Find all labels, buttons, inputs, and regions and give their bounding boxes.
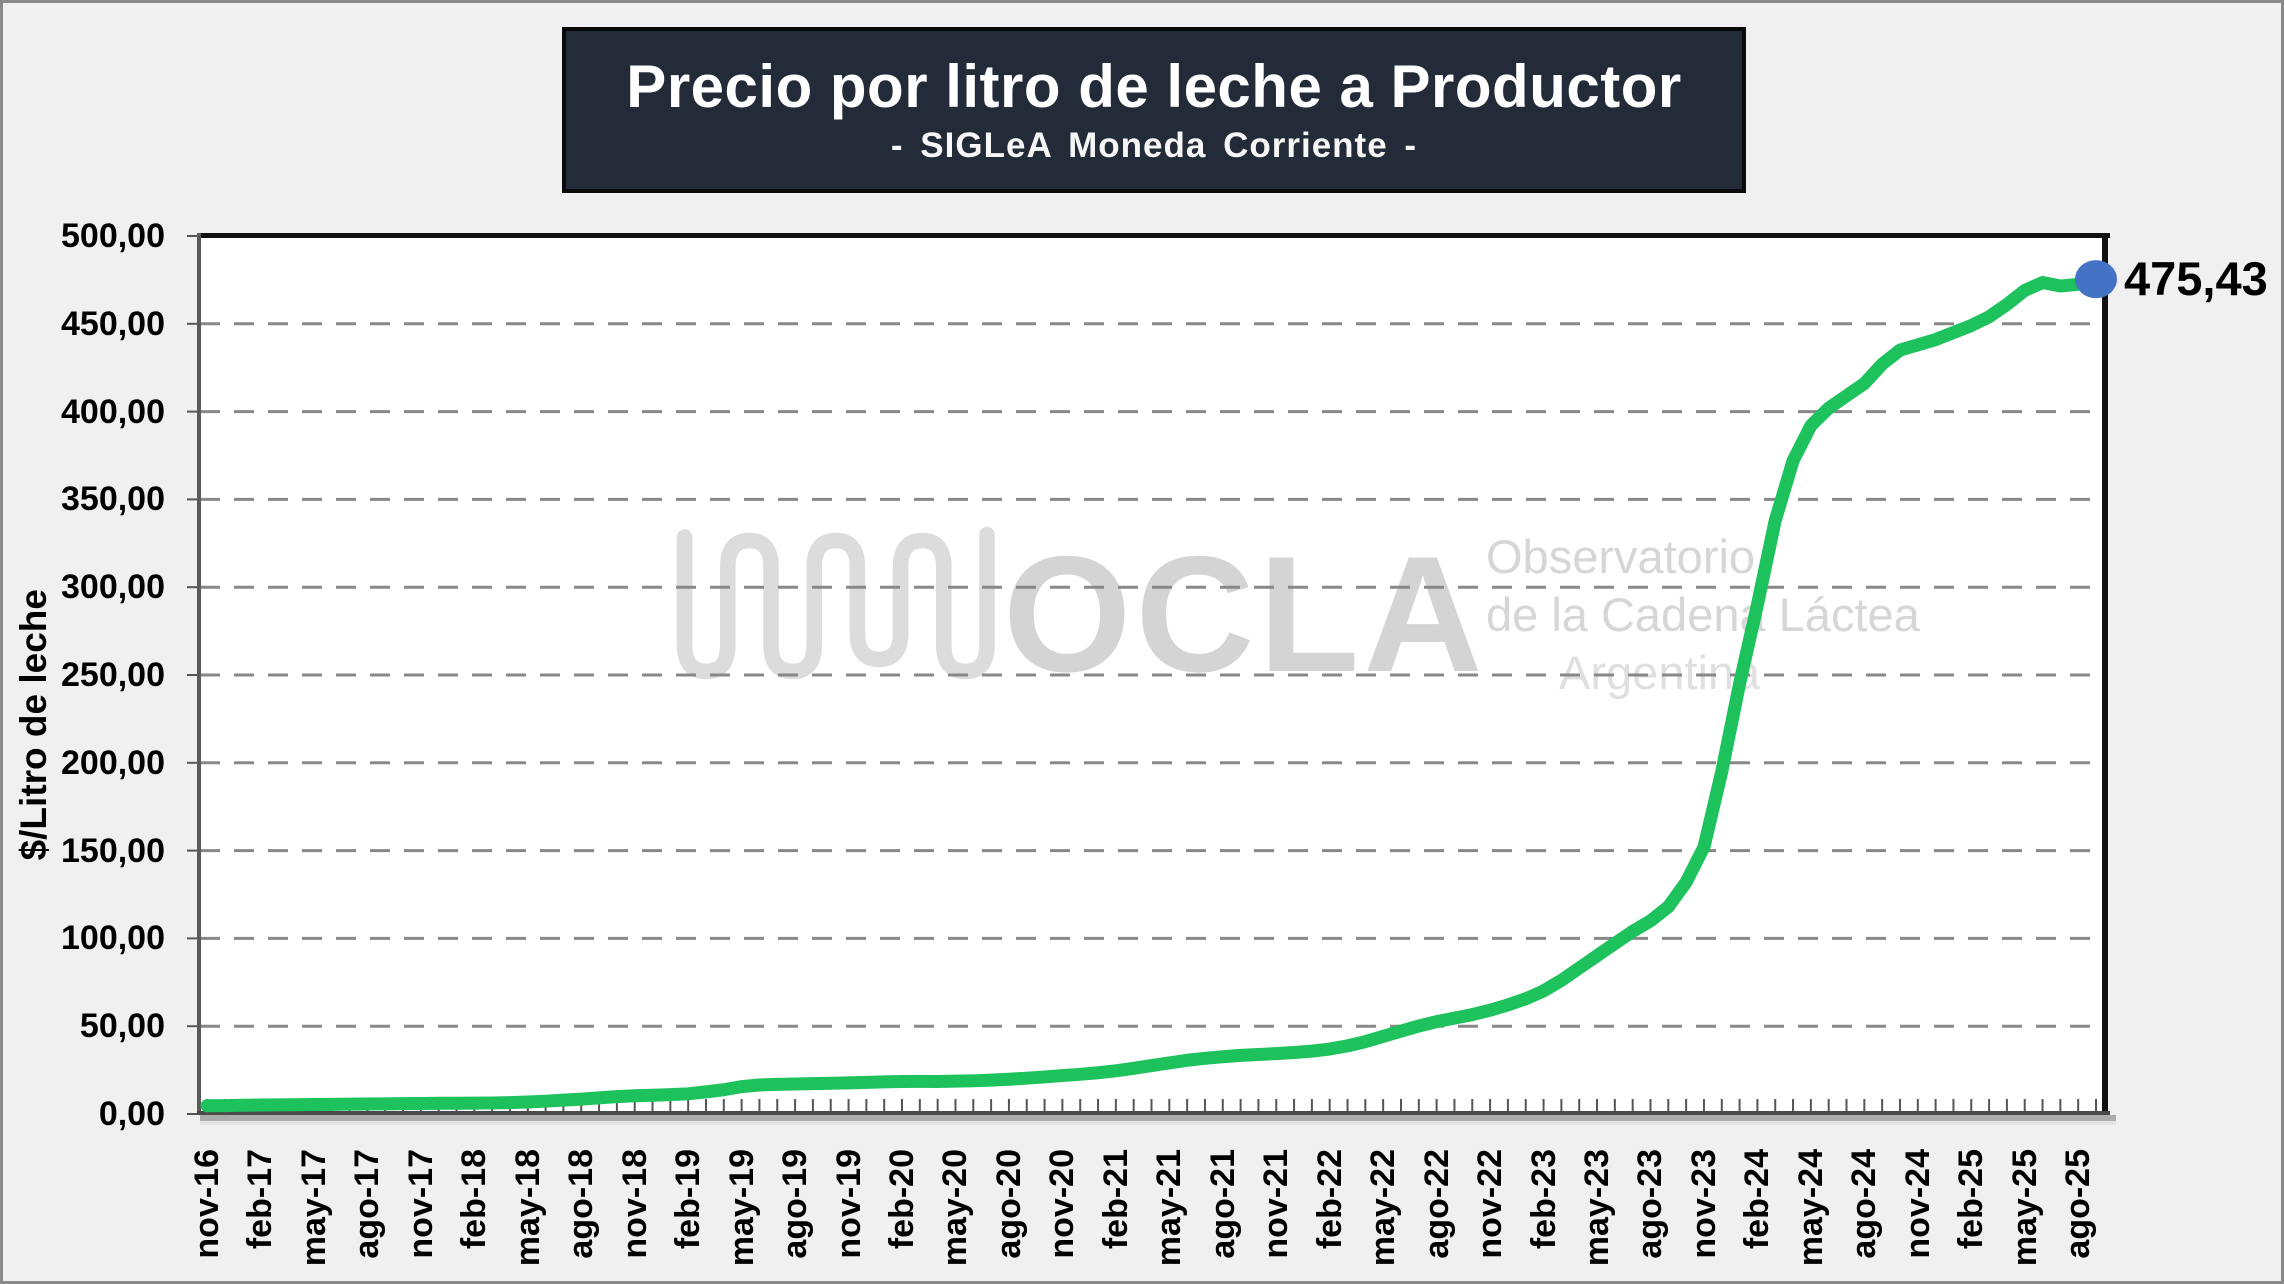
x-tick-label: nov-24 xyxy=(1898,1149,1937,1259)
x-tick-label: nov-21 xyxy=(1257,1149,1296,1259)
x-tick-label: feb-18 xyxy=(455,1149,494,1250)
x-tick-label: may-19 xyxy=(722,1149,761,1267)
gridlines xyxy=(200,322,2106,1028)
x-tick-label: feb-25 xyxy=(1952,1149,1991,1250)
x-tick-label: ago-20 xyxy=(989,1149,1028,1259)
x-tick-label: feb-20 xyxy=(883,1149,921,1250)
x-tick-label: nov-18 xyxy=(615,1149,654,1259)
watermark-line1: Observatorio xyxy=(1486,530,1755,583)
x-tick-label: ago-22 xyxy=(1417,1149,1456,1259)
x-tick-label: may-25 xyxy=(2005,1149,2044,1267)
watermark-line2: de la Cadena Láctea xyxy=(1486,588,1921,641)
y-tick-label: 250,00 xyxy=(61,656,165,694)
chart-title: Precio por litro de leche a Productor xyxy=(626,53,1682,120)
x-tick-label: nov-19 xyxy=(829,1149,868,1259)
y-tick-label: 150,00 xyxy=(61,831,165,870)
x-tick-label: feb-19 xyxy=(669,1149,708,1250)
y-tick-label: 450,00 xyxy=(61,304,165,343)
x-tick-label: feb-21 xyxy=(1096,1149,1135,1250)
x-tick-label: may-20 xyxy=(936,1149,975,1267)
x-tick-label: ago-17 xyxy=(348,1149,387,1259)
ocla-logo-icon xyxy=(676,526,995,680)
x-tick-label: ago-23 xyxy=(1631,1149,1670,1259)
x-tick-label: nov-22 xyxy=(1471,1149,1510,1259)
chart-subtitle: - SIGLeA Moneda Corriente - xyxy=(890,126,1418,165)
x-tick-label: may-24 xyxy=(1791,1149,1830,1267)
x-tick-label: feb-17 xyxy=(241,1149,280,1250)
watermark-acronym: OCLA xyxy=(1003,522,1486,706)
x-tick-label: feb-23 xyxy=(1524,1149,1563,1250)
x-tick-label: feb-24 xyxy=(1738,1149,1777,1250)
x-tick-label: nov-16 xyxy=(188,1149,226,1259)
x-tick-label: ago-19 xyxy=(776,1149,815,1259)
y-tick-label: 200,00 xyxy=(61,743,165,782)
x-tick-label: may-18 xyxy=(508,1149,547,1267)
x-tick-label: may-22 xyxy=(1364,1149,1403,1267)
x-tick-label: may-17 xyxy=(294,1149,333,1267)
y-tick-label: 400,00 xyxy=(61,392,165,431)
end-point-marker xyxy=(2075,260,2117,299)
x-tick-label: ago-21 xyxy=(1203,1149,1242,1259)
x-tick-label: may-21 xyxy=(1150,1149,1189,1267)
y-tick-label: 0,00 xyxy=(98,1095,165,1133)
price-series xyxy=(200,260,2117,1113)
x-tick-label: nov-17 xyxy=(401,1149,440,1259)
last-value-label: 475,43 xyxy=(2124,252,2268,306)
x-tick-label: nov-20 xyxy=(1043,1149,1082,1259)
price-line-chart: OCLA Observatorio de la Cadena Láctea Ar… xyxy=(187,233,2117,1125)
plot-border xyxy=(197,233,2116,1125)
y-tick-label: 100,00 xyxy=(61,919,165,958)
x-tick-label: ago-24 xyxy=(1845,1149,1884,1259)
y-tick-label: 500,00 xyxy=(61,217,165,255)
watermark-line3: Argentina xyxy=(1559,646,1761,699)
x-tick-label: may-23 xyxy=(1578,1149,1617,1267)
watermark: OCLA Observatorio de la Cadena Láctea Ar… xyxy=(676,522,1921,706)
price-line xyxy=(200,272,2103,1113)
y-tick-label: 50,00 xyxy=(79,1007,165,1046)
y-tick-label: 300,00 xyxy=(61,568,165,607)
x-tick-label: feb-22 xyxy=(1310,1149,1349,1250)
x-tick-label: ago-18 xyxy=(562,1149,601,1259)
chart-title-box: Precio por litro de leche a Productor - … xyxy=(562,27,1746,193)
y-axis-title: $/Litro de leche xyxy=(13,589,54,861)
y-tick-label: 350,00 xyxy=(61,480,165,519)
x-tick-label: nov-23 xyxy=(1684,1149,1723,1259)
x-tick-label: ago-25 xyxy=(2059,1149,2098,1259)
